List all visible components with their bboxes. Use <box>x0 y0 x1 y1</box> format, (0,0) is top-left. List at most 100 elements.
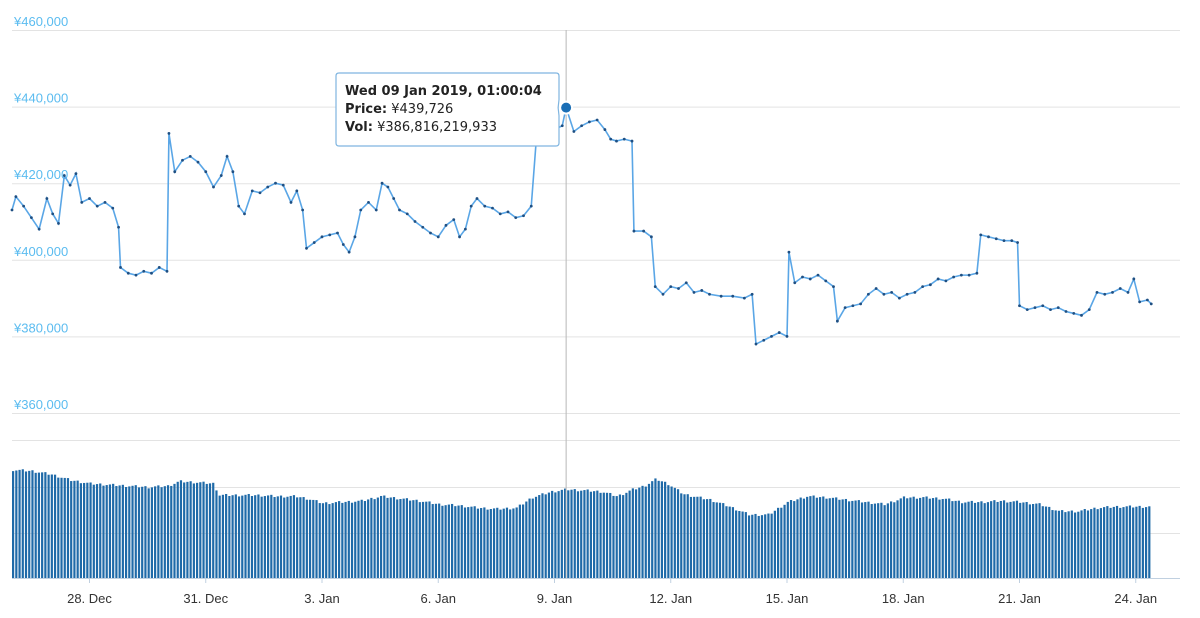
price-point <box>754 342 758 346</box>
volume-bar <box>896 500 899 578</box>
price-point <box>677 287 680 290</box>
volume-bar <box>961 503 964 578</box>
volume-bar <box>544 494 547 578</box>
volume-bar <box>628 490 631 578</box>
volume-bar <box>15 470 18 578</box>
volume-bar <box>625 492 628 578</box>
volume-bar <box>909 497 912 578</box>
hover-point-marker[interactable] <box>559 100 574 115</box>
price-point <box>1111 290 1114 294</box>
price-point <box>458 235 461 239</box>
volume-bar <box>367 499 370 578</box>
volume-bar <box>686 494 689 578</box>
price-point <box>522 214 525 218</box>
volume-bar <box>470 506 473 578</box>
volume-bar <box>922 497 925 578</box>
volume-bar <box>1096 509 1099 578</box>
price-point <box>808 277 812 281</box>
volume-bar <box>221 494 225 578</box>
volume-bar <box>777 507 780 578</box>
volume-bar <box>441 505 444 578</box>
time-tick-label: 18. Jan <box>882 591 925 606</box>
volume-bar <box>873 503 877 578</box>
price-point <box>708 292 711 296</box>
volume-bar <box>667 485 670 578</box>
volume-bar <box>147 488 150 578</box>
volume-bar <box>747 515 751 578</box>
volume-bar <box>341 502 344 578</box>
volume-bar <box>205 483 208 578</box>
volume-bar <box>547 492 551 578</box>
price-point <box>785 335 789 338</box>
volume-bar <box>212 482 215 578</box>
volume-bar <box>586 489 589 578</box>
price-point <box>1056 306 1060 310</box>
volume-bar <box>425 501 428 578</box>
volume-bar <box>844 498 847 578</box>
price-point <box>62 174 66 177</box>
price-tick-label: ¥460,000 <box>13 14 68 29</box>
price-point <box>609 137 613 141</box>
volume-bar <box>228 496 231 578</box>
volume-bar <box>386 497 389 578</box>
price-point <box>231 170 235 174</box>
volume-bar <box>977 502 980 578</box>
volume-bar <box>225 493 228 578</box>
price-point <box>684 281 688 285</box>
volume-bar <box>793 501 796 578</box>
volume-bar <box>757 515 760 578</box>
volume-bar <box>767 513 770 578</box>
volume-bar <box>864 502 867 578</box>
volume-bar <box>919 497 922 578</box>
price-point <box>1095 290 1099 294</box>
volume-bar <box>851 500 854 578</box>
volume-bar <box>1041 506 1044 578</box>
price-point <box>959 273 963 277</box>
price-point <box>653 285 657 289</box>
volume-bar <box>141 486 144 578</box>
time-tick-label: 31. Dec <box>183 591 228 606</box>
price-point <box>103 200 107 204</box>
price-point <box>890 290 894 294</box>
volume-bar <box>722 503 725 578</box>
price-point <box>928 283 932 287</box>
price-point <box>167 132 171 135</box>
price-point <box>463 227 467 231</box>
volume-bar <box>299 497 302 578</box>
volume-bar <box>438 503 441 578</box>
price-point <box>243 212 246 216</box>
volume-bar <box>273 497 276 578</box>
volume-bar <box>867 501 870 578</box>
volume-bar <box>593 491 596 578</box>
volume-bar <box>396 499 399 578</box>
price-point <box>994 237 998 241</box>
volume-bar <box>1083 509 1086 578</box>
volume-bar <box>754 513 757 578</box>
volume-bar <box>931 498 935 578</box>
volume-bar <box>170 485 173 578</box>
volume-bar <box>1048 506 1051 578</box>
volume-bar <box>305 499 308 578</box>
volume-bar <box>870 504 873 578</box>
volume-bar <box>244 494 247 578</box>
volume-bar <box>618 494 622 578</box>
volume-bar <box>1077 511 1080 578</box>
volume-bar <box>254 495 257 578</box>
price-point <box>1149 302 1153 306</box>
price-point <box>921 285 925 289</box>
volume-bar <box>302 497 305 578</box>
volume-bar <box>131 485 134 578</box>
volume-bar <box>702 499 705 578</box>
volume-bar <box>476 508 480 578</box>
volume-bar <box>73 480 76 578</box>
volume-bar <box>996 501 999 578</box>
price-point <box>10 208 14 212</box>
volume-bar <box>731 507 735 578</box>
volume-bar <box>1073 512 1077 578</box>
price-point <box>603 128 607 131</box>
price-point <box>987 235 990 239</box>
volume-bar <box>370 497 373 578</box>
volume-bar <box>412 500 415 578</box>
volume-bar <box>848 501 851 578</box>
volume-bar <box>1019 502 1022 578</box>
